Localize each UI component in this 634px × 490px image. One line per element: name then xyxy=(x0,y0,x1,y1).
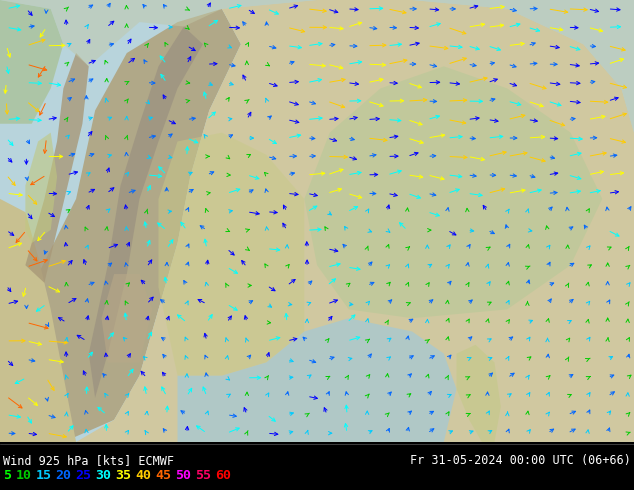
Polygon shape xyxy=(304,66,602,318)
Text: 35: 35 xyxy=(115,469,131,483)
Polygon shape xyxy=(158,133,304,376)
Polygon shape xyxy=(25,53,89,283)
Polygon shape xyxy=(0,0,63,124)
Text: 40: 40 xyxy=(136,469,152,483)
Polygon shape xyxy=(76,0,634,442)
Text: 55: 55 xyxy=(195,469,212,483)
Text: Fr 31-05-2024 00:00 UTC (06+66): Fr 31-05-2024 00:00 UTC (06+66) xyxy=(410,454,631,467)
Polygon shape xyxy=(456,345,501,442)
Text: 5: 5 xyxy=(3,469,11,483)
Polygon shape xyxy=(89,26,203,398)
Polygon shape xyxy=(178,318,456,442)
Text: Wind 925 hPa [kts] ECMWF: Wind 925 hPa [kts] ECMWF xyxy=(3,454,174,467)
Text: 60: 60 xyxy=(216,469,231,483)
Text: 45: 45 xyxy=(155,469,172,483)
Polygon shape xyxy=(0,199,76,442)
Text: 15: 15 xyxy=(36,469,51,483)
Polygon shape xyxy=(101,274,152,363)
Text: 10: 10 xyxy=(15,469,32,483)
Polygon shape xyxy=(0,0,634,133)
Text: 20: 20 xyxy=(56,469,72,483)
Text: 25: 25 xyxy=(75,469,91,483)
Polygon shape xyxy=(0,9,241,442)
Polygon shape xyxy=(25,133,57,243)
Text: 30: 30 xyxy=(96,469,112,483)
Text: 50: 50 xyxy=(176,469,191,483)
